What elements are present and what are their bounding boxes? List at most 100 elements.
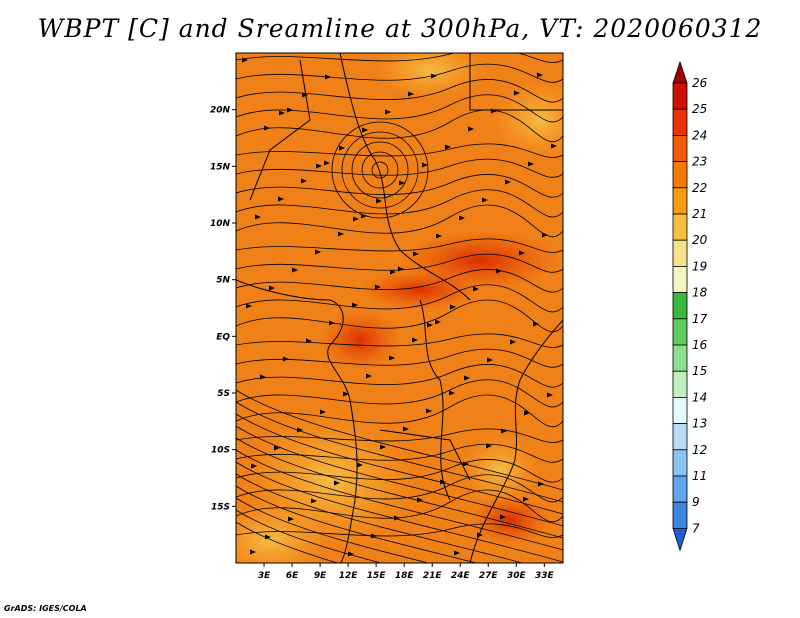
streamline-arrow [487, 357, 493, 363]
colorbar-level-label: 18 [692, 286, 708, 300]
streamline-arrow [500, 514, 506, 520]
grads-credit: GrADS: IGES/COLA [4, 604, 87, 613]
colorbar-level-label: 7 [692, 521, 700, 535]
colorbar-box [672, 108, 688, 136]
streamline [236, 94, 563, 123]
colorbar-box [672, 370, 688, 398]
streamline-arrow [505, 179, 511, 185]
lon-tick-label: 24E [451, 571, 471, 581]
streamline-arrow [514, 90, 520, 96]
streamline [236, 299, 563, 333]
streamline-arrow [283, 356, 289, 362]
colorbar-level-label: 19 [692, 259, 707, 273]
streamline-arrow [459, 215, 465, 221]
streamline-arrow [412, 337, 418, 343]
streamline-arrow [242, 57, 248, 63]
streamline-arrow [343, 391, 349, 397]
colorbar-level-label: 12 [692, 443, 707, 457]
streamline-arrow [523, 496, 529, 502]
streamline-arrow [431, 73, 437, 79]
lat-tick-label: EQ [216, 332, 230, 342]
colorbar-level-label: 26 [692, 76, 708, 90]
streamline [236, 79, 563, 103]
streamline [236, 389, 563, 491]
streamline-arrow [338, 231, 344, 237]
streamline [236, 521, 340, 563]
lon-tick-label: 3E [258, 571, 271, 581]
streamline [236, 443, 563, 463]
colorbar-box [672, 239, 688, 267]
streamline-arrow [510, 339, 516, 345]
streamline-arrow [264, 125, 270, 131]
colorbar-level-label: 21 [692, 207, 707, 221]
lon-tick-label: 18E [395, 571, 415, 581]
streamline-arrow [353, 216, 359, 222]
streamline-arrow [306, 338, 312, 344]
colorbar-level-label: 24 [692, 128, 707, 142]
streamline-arrow [302, 92, 308, 98]
colorbar-level-label: 25 [692, 102, 707, 116]
streamline-arrow [329, 320, 335, 326]
plot-frame [235, 52, 564, 564]
streamline-arrow [519, 250, 525, 256]
colorbar-box [672, 318, 688, 346]
streamline [236, 449, 563, 551]
streamline-arrow [362, 127, 368, 133]
streamline-arrow [315, 249, 321, 255]
streamline-arrow [324, 160, 330, 166]
streamline-arrow [320, 409, 326, 415]
streamlines [236, 53, 563, 563]
colorbar-box [672, 449, 688, 477]
wbpt-shading [236, 53, 563, 563]
streamline-arrow [361, 213, 367, 219]
streamline [236, 401, 563, 503]
streamline [341, 131, 419, 209]
colorbar-level-label: 22 [692, 181, 707, 195]
streamline [236, 269, 563, 293]
streamline [236, 474, 563, 503]
colorbar-level-label: 16 [692, 338, 708, 352]
streamline-arrow [413, 251, 419, 257]
streamline-arrow [389, 355, 395, 361]
lat-tick-label: 5S [217, 389, 230, 399]
lat-tick-label: 15N [210, 162, 231, 172]
streamline [351, 141, 409, 199]
lat-tick-label: 5N [216, 276, 230, 286]
streamline-arrow [376, 198, 382, 204]
streamline-arrow [297, 427, 303, 433]
streamline-arrow [417, 497, 423, 503]
streamline-arrow [398, 266, 404, 272]
colorbar-box [672, 213, 688, 241]
streamline [236, 53, 563, 63]
streamline [236, 413, 563, 515]
streamline [236, 489, 563, 523]
colorbar-box [672, 501, 688, 529]
streamline-arrow [394, 515, 400, 521]
streamline-arrow [269, 285, 275, 291]
longitude-axis: 3E 6E 9E 12E 15E 18E 21E 24E 27E 30E 33E [258, 563, 554, 581]
streamline-arrow [279, 110, 285, 116]
colorbar: 26 25 24 23 22 21 20 19 18 17 16 15 14 13 12 11 9 7 [672, 60, 708, 552]
streamline [236, 143, 563, 158]
colorbar-bottom-triangle [672, 528, 688, 552]
streamline [236, 461, 563, 563]
streamline-arrow [399, 180, 405, 186]
streamline [236, 189, 563, 218]
streamline [236, 497, 430, 563]
streamline [361, 151, 399, 189]
lat-tick-label: 15S [211, 502, 230, 512]
streamline-arrow [371, 533, 377, 539]
streamline [236, 425, 563, 527]
streamline-arrow [537, 72, 543, 78]
colorbar-box [672, 292, 688, 320]
colorbar-level-label: 20 [692, 233, 708, 247]
streamline-arrow [408, 91, 414, 97]
streamline [236, 509, 383, 563]
streamline [236, 348, 563, 368]
streamline [236, 485, 478, 563]
streamline-arrow [528, 161, 534, 167]
colorbar-level-label: 23 [692, 155, 707, 169]
lon-tick-label: 6E [286, 571, 299, 581]
streamline-arrow [274, 445, 280, 451]
streamline-arrow [454, 550, 460, 556]
